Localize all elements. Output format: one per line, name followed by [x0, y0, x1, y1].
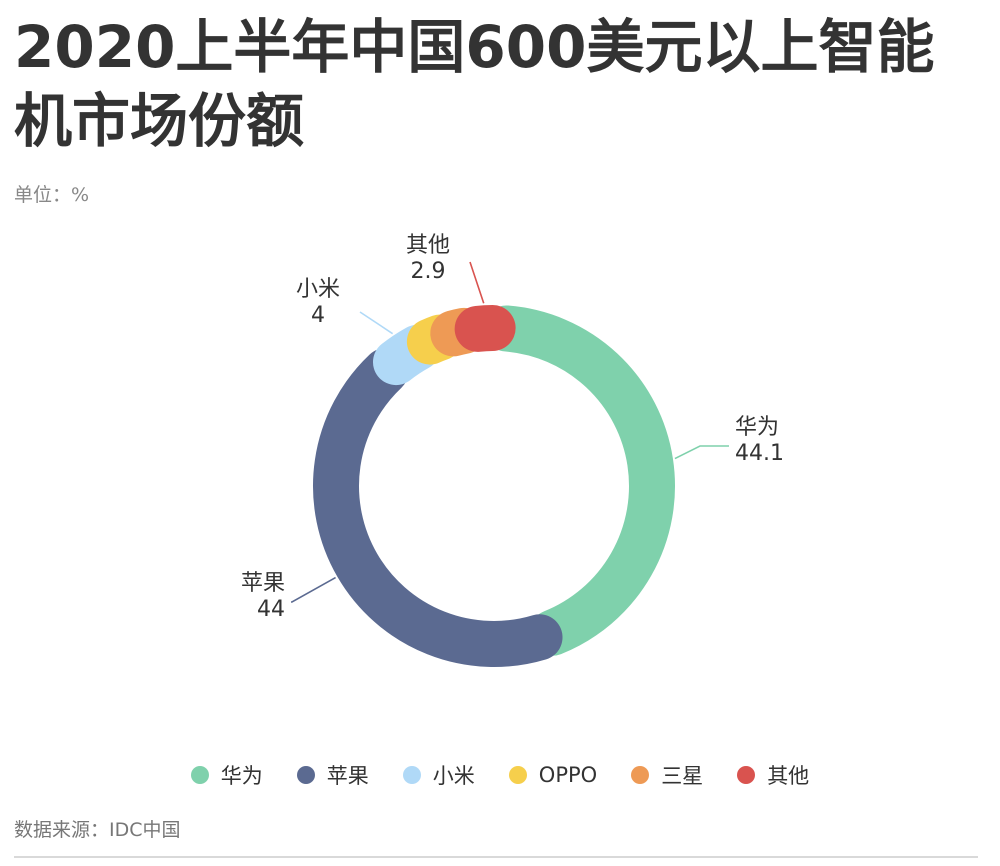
legend-dot-icon	[190, 766, 209, 784]
legend-label: 华为	[220, 764, 263, 788]
legend-item-三星[interactable]: 三星	[631, 760, 703, 790]
slice-华为[interactable]	[483, 305, 675, 656]
slice-其他[interactable]	[454, 305, 516, 352]
unit-label: 单位：%	[14, 184, 90, 206]
slice-label-name: 苹果	[241, 571, 285, 596]
leader-line-小米	[359, 311, 394, 335]
slice-label-value: 44.1	[735, 441, 784, 466]
leader-line-华为	[674, 445, 729, 460]
leader-line-苹果	[291, 576, 336, 603]
leader-line-其他	[469, 261, 485, 304]
legend-dot-icon	[402, 766, 421, 784]
data-source: 数据来源：IDC中国	[14, 819, 181, 841]
slice-label-name: 小米	[296, 277, 340, 302]
legend-label: 其他	[767, 764, 810, 788]
legend-item-小米[interactable]: 小米	[402, 760, 475, 790]
legend-dot-icon	[296, 766, 315, 784]
slice-苹果[interactable]	[313, 348, 563, 667]
legend-dot-icon	[737, 766, 756, 784]
slice-label-name: 其他	[406, 233, 450, 258]
legend-label: OPPO	[538, 763, 598, 787]
slice-label-value: 4	[311, 303, 325, 328]
legend-label: 三星	[661, 764, 704, 788]
slice-label-value: 44	[257, 597, 285, 622]
legend-label: 苹果	[326, 764, 369, 788]
chart-title: 2020上半年中国600美元以上智能机市场份额	[14, 13, 935, 155]
donut-slices	[313, 305, 675, 667]
legend-item-其他[interactable]: 其他	[737, 760, 809, 790]
slice-label-name: 华为	[735, 415, 779, 440]
legend-item-OPPO[interactable]: OPPO	[508, 760, 598, 790]
legend-item-苹果[interactable]: 苹果	[296, 760, 369, 790]
slice-label-value: 2.9	[411, 259, 446, 284]
chart-legend: 华为 苹果 小米 OPPO 三星 其他	[0, 760, 1000, 790]
legend-dot-icon	[508, 766, 527, 784]
legend-dot-icon	[631, 766, 650, 784]
bottom-divider	[14, 856, 978, 858]
legend-label: 小米	[432, 764, 475, 788]
legend-item-华为[interactable]: 华为	[190, 760, 263, 790]
